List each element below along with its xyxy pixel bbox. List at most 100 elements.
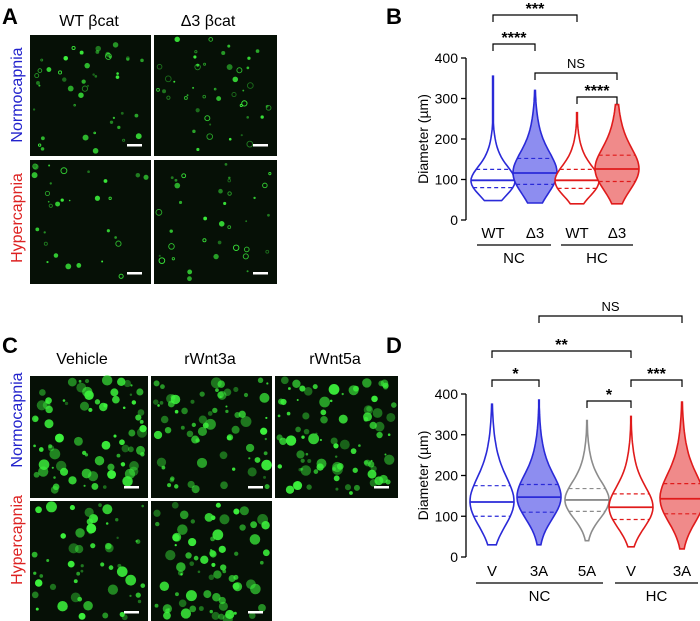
fluorescent-particle: [177, 524, 188, 535]
x-category-label: V: [487, 563, 497, 580]
fluorescent-particle: [213, 570, 222, 579]
fluorescent-particle: [196, 457, 208, 468]
fluorescent-particle: [57, 70, 63, 75]
fluorescent-particle: [131, 400, 137, 405]
fluorescent-particle: [73, 103, 76, 107]
fluorescent-particle: [180, 608, 192, 619]
fluorescent-particle: [349, 491, 353, 495]
fluorescent-particle: [320, 409, 327, 416]
fluorescent-particle: [384, 454, 395, 465]
fluorescent-particle: [81, 79, 86, 84]
fluorescent-particle: [233, 611, 237, 615]
fluorescent-particle: [155, 208, 163, 216]
fluorescent-particle: [330, 437, 338, 445]
fluorescent-particle: [180, 573, 183, 576]
fluorescent-particle: [253, 196, 256, 200]
fluorescent-particle: [265, 416, 268, 419]
fluorescent-particle: [195, 438, 200, 443]
micrograph-a-wt-hypercapnia: [30, 160, 151, 284]
violin-b-0: [470, 75, 516, 202]
fluorescent-particle: [263, 451, 268, 456]
fluorescent-particle: [161, 465, 166, 470]
fluorescent-particle: [94, 455, 105, 466]
fluorescent-particle: [52, 483, 60, 491]
fluorescent-particle: [44, 419, 54, 429]
fluorescent-particle: [39, 574, 44, 578]
y-tick-label: 100: [435, 172, 459, 188]
fluorescent-particle: [129, 594, 132, 598]
fluorescent-particle: [299, 385, 306, 392]
fluorescent-particle: [387, 433, 391, 437]
significance-label: **: [555, 337, 568, 354]
fluorescent-particle: [83, 484, 86, 487]
panel-c-col-label-rwnt5a: rWnt5a: [309, 351, 361, 368]
fluorescent-particle: [259, 392, 270, 403]
fluorescent-particle: [84, 62, 90, 69]
fluorescent-particle: [46, 260, 49, 264]
fluorescent-particle: [31, 551, 38, 558]
fluorescent-particle: [209, 123, 212, 126]
panel-d-violin-chart: 0 100 200 300 400 Diameter (µm) V 3A 5A V 3A NC HC NS…: [415, 299, 700, 605]
fluorescent-particle: [264, 484, 270, 490]
micrograph-a-wt-normocapnia: [30, 35, 151, 156]
fluorescent-particle: [156, 63, 163, 70]
fluorescent-particle: [80, 569, 84, 573]
fluorescent-particle: [122, 138, 126, 142]
fluorescent-particle: [180, 425, 185, 430]
x-category-label: WT: [481, 225, 504, 242]
fluorescent-particle: [118, 273, 124, 279]
fluorescent-particle: [231, 467, 236, 471]
fluorescent-particle: [268, 172, 272, 176]
fluorescent-particle: [38, 466, 49, 477]
fluorescent-particle: [164, 75, 172, 83]
fluorescent-particle: [266, 382, 269, 385]
fluorescent-particle: [92, 148, 99, 154]
fluorescent-particle: [46, 559, 50, 563]
fluorescent-particle: [45, 501, 57, 513]
micrograph-c-vehicle-hypercapnia: [30, 501, 148, 621]
scale-bar: [127, 144, 142, 147]
y-tick-label: 400: [435, 50, 459, 66]
fluorescent-particle: [88, 530, 92, 535]
fluorescent-particle: [177, 570, 184, 576]
fluorescent-particle: [95, 50, 100, 54]
fluorescent-particle: [102, 612, 109, 619]
fluorescent-particle: [91, 482, 99, 490]
fluorescent-particle: [181, 407, 188, 415]
fluorescent-particle: [135, 172, 141, 178]
fluorescent-particle: [292, 481, 300, 489]
fluorescent-particle: [203, 590, 212, 599]
fluorescent-particle: [48, 444, 53, 449]
fluorescent-particle: [71, 45, 76, 51]
fluorescent-particle: [202, 94, 207, 99]
fluorescent-particle: [140, 583, 146, 588]
micrograph-a-d3-normocapnia: [154, 35, 277, 156]
significance-bracket: [538, 315, 683, 323]
fluorescent-particle: [49, 448, 61, 460]
fluorescent-particle: [120, 462, 126, 467]
fluorescent-particle: [260, 427, 268, 435]
fluorescent-particle: [191, 422, 196, 428]
fluorescent-particle: [202, 238, 207, 243]
micrograph-c-rwnt3a-hypercapnia-background: [151, 501, 272, 621]
fluorescent-particle: [366, 406, 372, 412]
fluorescent-particle: [105, 52, 112, 60]
fluorescent-particle: [31, 591, 39, 599]
fluorescent-particle: [205, 418, 216, 430]
fluorescent-particle: [320, 415, 328, 424]
fluorescent-particle: [86, 518, 94, 525]
fluorescent-particle: [135, 592, 141, 598]
fluorescent-particle: [174, 409, 179, 414]
fluorescent-particle: [179, 510, 189, 520]
fluorescent-particle: [276, 434, 283, 441]
fluorescent-particle: [308, 433, 320, 445]
micrograph-c-rwnt3a-hypercapnia: [151, 501, 272, 621]
significance-bracket: [534, 72, 618, 80]
fluorescent-particle: [363, 460, 369, 465]
fluorescent-particle: [246, 116, 250, 119]
fluorescent-particle: [260, 115, 264, 119]
fluorescent-particle: [246, 140, 254, 148]
significance-label: NS: [567, 56, 585, 71]
x-category-label: WT: [565, 225, 588, 242]
fluorescent-particle: [192, 86, 195, 89]
